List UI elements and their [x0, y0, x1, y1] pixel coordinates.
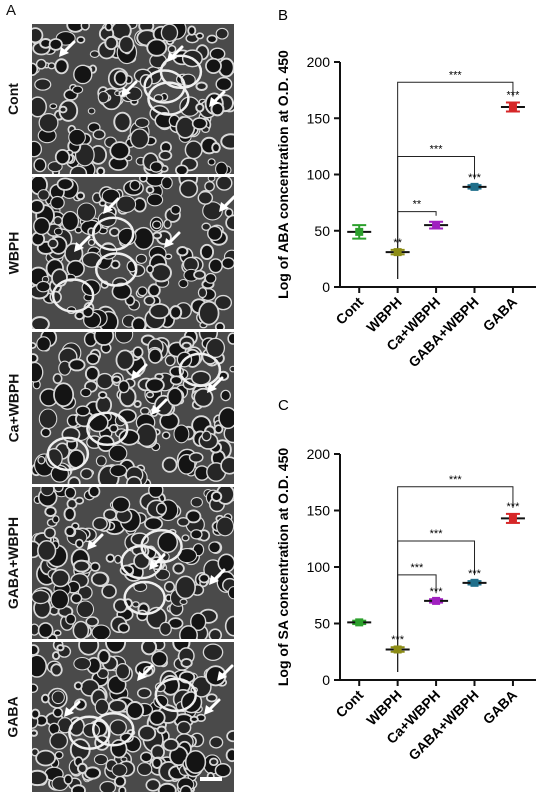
x-tick-label: GABA+WBPH — [405, 294, 481, 370]
pointer-arrow-icon — [103, 197, 120, 214]
significance-bracket — [397, 486, 514, 672]
row-label-cont: Cont — [5, 83, 22, 115]
data-point — [462, 578, 487, 587]
pointer-arrow-icon — [204, 698, 221, 715]
point-significance-label: *** — [507, 501, 521, 513]
significance-bracket — [397, 574, 437, 672]
data-point — [424, 220, 449, 230]
pointer-arrow-icon — [59, 40, 76, 57]
pointer-arrow-icon — [87, 533, 104, 550]
y-axis-title: Log of ABA concentration at O.D. 450 — [275, 50, 291, 299]
micrograph-gaba-wbph — [32, 487, 234, 639]
micrograph-ca-wbph — [32, 332, 234, 484]
bracket-label: *** — [410, 562, 424, 574]
micrograph-wbph — [32, 177, 234, 329]
x-tick-label: Cont — [332, 687, 366, 721]
data-point — [462, 182, 487, 191]
significance-bracket — [397, 156, 476, 279]
pointer-arrow-icon — [207, 376, 224, 393]
y-tick-label: 150 — [307, 110, 331, 126]
micrograph-cont — [32, 24, 234, 174]
x-tick-label: GABA+WBPH — [405, 687, 481, 763]
point-significance-label: ** — [393, 237, 402, 249]
y-tick-label: 200 — [307, 446, 331, 462]
data-point — [385, 645, 410, 654]
pointer-arrow-icon — [209, 90, 226, 107]
pointer-arrow-icon — [209, 568, 226, 585]
pointer-arrow-icon — [137, 664, 154, 681]
data-point — [385, 248, 410, 257]
y-tick-label: 200 — [307, 54, 331, 70]
pointer-arrow-icon — [121, 80, 138, 97]
significance-bracket — [397, 540, 476, 672]
bracket-label: *** — [449, 474, 463, 486]
y-tick-label: 100 — [307, 167, 331, 183]
pointer-arrow-icon — [219, 195, 234, 212]
x-tick-label: GABA — [480, 294, 520, 334]
x-tick-label: Cont — [332, 294, 366, 328]
bracket-label: *** — [449, 69, 463, 81]
data-point — [347, 224, 372, 240]
bracket-label: *** — [430, 528, 444, 540]
pointer-arrow-icon — [74, 235, 91, 252]
panel-letter: C — [278, 397, 289, 414]
row-label-gaba-wbph: GABA+WBPH — [5, 516, 22, 610]
data-point — [500, 101, 525, 113]
pointer-arrow-icon — [151, 398, 168, 415]
y-tick-label: 150 — [307, 503, 331, 519]
scale-bar — [200, 777, 222, 781]
y-axis-title: Log of SA concentration at O.D. 450 — [275, 448, 291, 687]
point-significance-label: *** — [468, 172, 482, 184]
row-label-wbph: WBPH — [5, 231, 21, 275]
y-tick-label: 0 — [322, 279, 330, 295]
chart-aba: B 0 50 100 150 200 Log of ABA concentration at… — [275, 7, 536, 370]
point-significance-label: *** — [507, 90, 521, 102]
data-point — [424, 596, 449, 605]
pointer-arrow-icon — [164, 231, 181, 248]
x-tick-label: GABA — [480, 687, 520, 727]
y-tick-label: 100 — [307, 559, 331, 575]
point-significance-label: *** — [430, 586, 444, 598]
pointer-arrow-icon — [217, 664, 234, 681]
data-point — [500, 512, 525, 524]
point-significance-label: *** — [468, 568, 482, 580]
chart-sa: C 0 50 100 150 200 Log of SA concentration at … — [275, 397, 536, 763]
panel-a-letter: A — [6, 2, 17, 19]
y-tick-label: 50 — [314, 616, 330, 632]
row-label-gaba: GABA — [5, 696, 22, 738]
y-tick-label: 0 — [322, 672, 330, 688]
significance-bracket — [397, 211, 437, 279]
significance-bracket — [397, 81, 514, 279]
pointer-arrow-icon — [167, 45, 184, 62]
bracket-label: *** — [430, 144, 444, 156]
y-tick-label: 50 — [314, 223, 330, 239]
data-point — [347, 618, 372, 627]
bracket-label: ** — [413, 199, 422, 211]
pointer-arrow-icon — [131, 363, 148, 380]
pointer-arrow-icon — [64, 700, 81, 717]
point-significance-label: *** — [391, 634, 405, 646]
micrograph-gaba — [32, 642, 234, 792]
pointer-arrow-icon — [149, 553, 166, 570]
panel-letter: B — [278, 7, 288, 24]
row-label-ca-wbph: Ca+WBPH — [5, 373, 22, 443]
